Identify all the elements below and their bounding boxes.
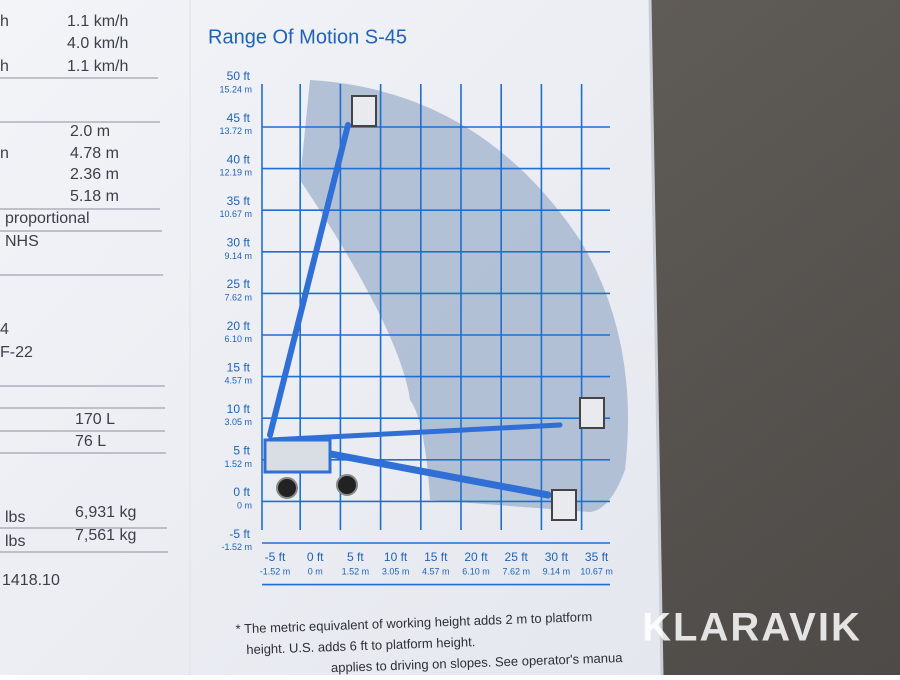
y-label-ft: 10 ft: [227, 402, 251, 416]
x-label-ft: 15 ft: [424, 550, 448, 564]
y-label-m: 9.14 m: [224, 251, 252, 261]
x-label-m: 7.62 m: [502, 566, 530, 576]
wheel: [336, 474, 358, 496]
x-label-m: 3.05 m: [382, 566, 410, 576]
x-label-m: 1.52 m: [342, 566, 370, 576]
y-label-ft: 50 ft: [227, 69, 251, 83]
spec-text: 76 L: [75, 433, 106, 450]
x-label-ft: 25 ft: [505, 550, 529, 564]
sheet-edge: [648, 0, 664, 676]
spec-text: 1.1 km/h: [67, 13, 128, 30]
y-label-ft: 5 ft: [233, 444, 250, 458]
y-label-ft: 40 ft: [227, 152, 251, 166]
watermark: KLARAVIK: [642, 606, 862, 650]
x-label-ft: 10 ft: [384, 550, 408, 564]
spec-text: 4: [0, 321, 9, 338]
spec-text: 1418.10: [2, 572, 60, 589]
x-label-ft: 35 ft: [585, 550, 609, 564]
x-label-m: 9.14 m: [543, 566, 571, 576]
spec-text: lbs: [5, 509, 25, 526]
spec-text: F-22: [0, 344, 33, 361]
spec-text: 7,561 kg: [75, 527, 136, 544]
y-label-m: 13.72 m: [219, 126, 252, 136]
y-label-ft: -5 ft: [229, 527, 250, 541]
x-label-m: -1.52 m: [260, 566, 291, 576]
y-label-m: 12.19 m: [219, 168, 252, 178]
x-label-ft: -5 ft: [265, 550, 286, 564]
spec-text: h: [0, 58, 9, 75]
spec-text: n: [0, 145, 9, 162]
x-label-ft: 20 ft: [464, 550, 488, 564]
spec-text: 4.78 m: [70, 145, 119, 162]
x-label-ft: 5 ft: [347, 550, 364, 564]
spec-text: 5.18 m: [70, 188, 119, 205]
wheel: [276, 477, 298, 499]
y-label-ft: 35 ft: [227, 194, 251, 208]
y-label-ft: 15 ft: [227, 360, 251, 374]
y-label-m: 6.10 m: [224, 334, 252, 344]
spec-text: 170 L: [75, 411, 115, 428]
y-label-m: 1.52 m: [224, 459, 252, 469]
x-label-ft: 0 ft: [307, 550, 324, 564]
chassis: [263, 438, 332, 474]
chart-title: Range Of Motion S-45: [208, 26, 407, 48]
horizontal-boom: [267, 422, 563, 443]
spec-list: h 1.1 km/h 4.0 km/h h 1.1 km/h 2.0 m n 4.78 m 2.…: [0, 13, 136, 589]
x-label-ft: 30 ft: [545, 550, 569, 564]
motion-envelope: [300, 80, 628, 512]
spec-text: lbs: [5, 533, 25, 550]
platform: [551, 489, 577, 521]
spec-text: 6,931 kg: [75, 504, 136, 521]
platform: [351, 95, 377, 127]
x-label-m: 4.57 m: [422, 566, 450, 576]
spec-text: NHS: [5, 233, 39, 250]
spec-text: 4.0 km/h: [67, 35, 128, 52]
spec-text: 1.1 km/h: [67, 58, 128, 75]
y-label-ft: 45 ft: [227, 111, 251, 125]
y-label-m: -1.52 m: [221, 542, 252, 552]
spec-rules: [0, 77, 168, 553]
y-label-ft: 30 ft: [227, 236, 251, 250]
y-label-m: 7.62 m: [224, 292, 252, 302]
x-label-m: 10.67 m: [580, 566, 613, 576]
spec-text: 2.36 m: [70, 166, 119, 183]
machine: [263, 95, 605, 521]
lowered-boom: [316, 448, 552, 499]
y-label-m: 4.57 m: [224, 376, 252, 386]
y-label-ft: 20 ft: [227, 319, 251, 333]
x-label-m: 6.10 m: [462, 566, 490, 576]
range-diagram: [300, 80, 628, 512]
y-label-ft: 25 ft: [227, 277, 251, 291]
y-label-ft: 0 ft: [233, 485, 250, 499]
x-label-m: 0 m: [308, 566, 323, 576]
spec-text: proportional: [5, 210, 90, 227]
spec-text: 2.0 m: [70, 123, 110, 140]
platform: [579, 397, 605, 429]
y-label-m: 15.24 m: [219, 84, 252, 94]
spec-text: h: [0, 13, 9, 30]
y-label-m: 10.67 m: [219, 209, 252, 219]
y-label-m: 3.05 m: [224, 417, 252, 427]
vertical-boom: [267, 122, 351, 438]
y-label-m: 0 m: [237, 500, 252, 510]
